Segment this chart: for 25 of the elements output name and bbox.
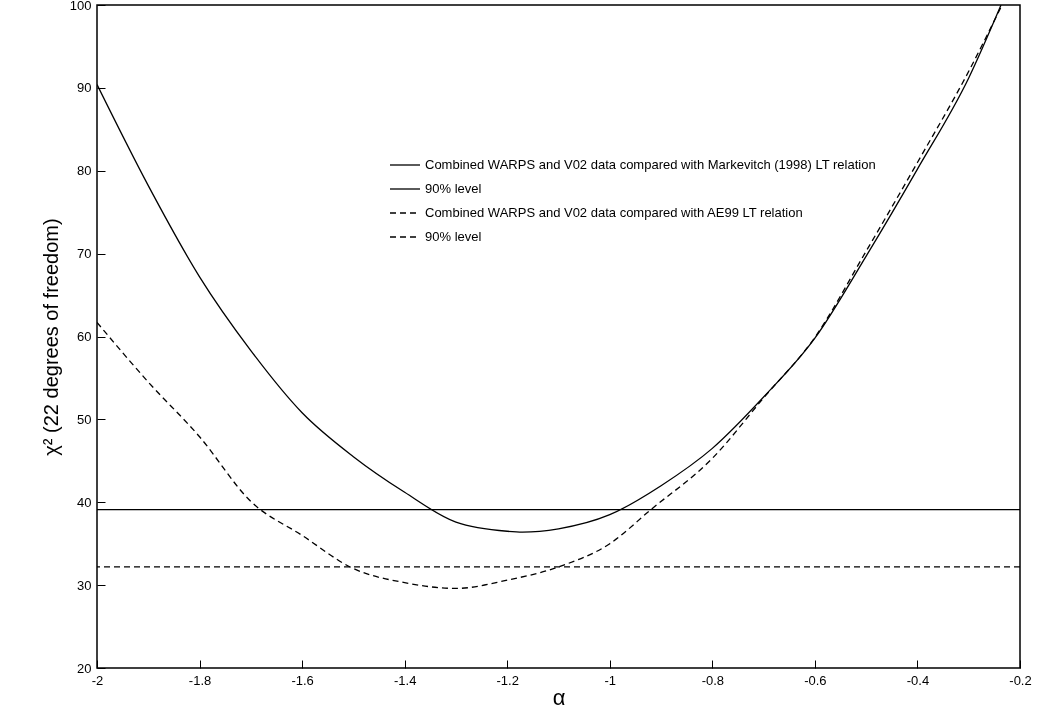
y-tick-label: 30 (77, 577, 92, 593)
y-tick-label: 80 (77, 163, 92, 179)
x-tick-label: -1.6 (291, 672, 314, 688)
legend-label: 90% level (425, 181, 482, 196)
x-tick-label: -0.2 (1009, 672, 1032, 688)
x-axis-title: α (552, 684, 566, 710)
legend-label: Combined WARPS and V02 data compared with AE99 LT relation (425, 205, 803, 220)
y-tick-label: 100 (69, 0, 92, 13)
x-tick-label: -2 (91, 672, 104, 688)
x-tick-label: -1.4 (393, 672, 417, 688)
x-tick-label: -1 (604, 672, 617, 688)
x-tick-label: -0.8 (701, 672, 725, 688)
x-tick-label: -0.4 (906, 672, 930, 688)
y-tick-label: 60 (77, 329, 92, 344)
x-tick-label: -1.8 (188, 672, 212, 688)
legend-label: Combined WARPS and V02 data compared with Markevitch (1998) LT relation (425, 157, 876, 172)
y-tick-label: 90 (77, 80, 92, 96)
y-tick-label: 40 (77, 494, 92, 510)
x-tick-label: -0.6 (804, 672, 827, 688)
y-tick-label: 70 (77, 246, 92, 262)
x-tick-label: -1.2 (496, 672, 519, 688)
y-tick-label: 50 (77, 411, 92, 427)
y-tick-label: 20 (77, 660, 92, 676)
legend-label: 90% level (425, 229, 482, 244)
y-axis-title: χ² (22 degrees of freedom) (39, 218, 62, 456)
